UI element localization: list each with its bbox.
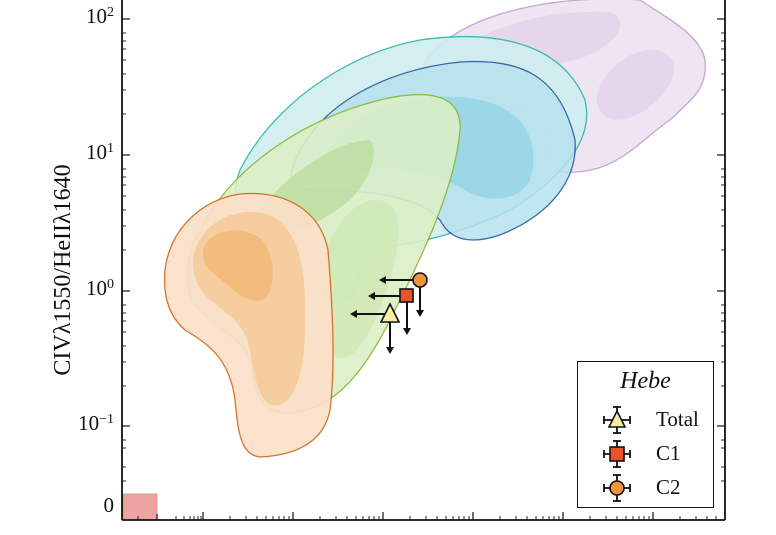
y-minor-ticks xyxy=(122,32,725,482)
x-minor-ticks xyxy=(137,516,717,520)
y-tick-1e0: 100 xyxy=(86,276,114,300)
y-tick-1e-1: 10−1 xyxy=(78,411,114,435)
point-total xyxy=(350,302,401,354)
legend-label-c2: C2 xyxy=(656,475,681,499)
legend-label-c1: C1 xyxy=(656,441,681,465)
legend-label-total: Total xyxy=(656,407,699,431)
legend: Hebe Total C1 xyxy=(577,361,714,508)
triangle-marker-icon xyxy=(603,406,631,434)
y-major-ticks xyxy=(122,18,725,427)
legend-item-c1: C1 xyxy=(578,439,713,469)
square-marker-icon xyxy=(603,440,631,468)
contour-orange xyxy=(163,192,334,458)
y-tick-zero: 0 xyxy=(103,493,115,517)
point-c1 xyxy=(368,288,414,335)
circle-marker-icon xyxy=(603,474,631,502)
legend-title: Hebe xyxy=(620,368,671,394)
x-major-ticks xyxy=(156,512,654,520)
y-tick-1e2: 102 xyxy=(86,4,114,28)
y-axis-label: CIVλ1550/HeIIλ1640 xyxy=(50,164,76,376)
legend-item-c2: C2 xyxy=(578,473,713,503)
zero-bin-bar xyxy=(122,493,158,521)
y-tick-1e1: 101 xyxy=(86,140,114,164)
point-c2 xyxy=(379,272,428,317)
legend-item-total: Total xyxy=(578,405,713,435)
